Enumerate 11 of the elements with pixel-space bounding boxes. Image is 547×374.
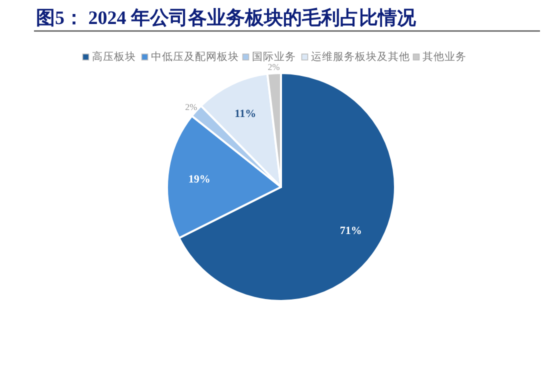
legend-label: 运维服务板块及其他 <box>310 50 410 63</box>
data-label: 19% <box>188 173 210 186</box>
legend-label: 高压板块 <box>92 50 136 63</box>
data-label: 71% <box>340 225 362 238</box>
data-label: 11% <box>234 108 256 120</box>
legend-label: 其他业务 <box>422 50 466 63</box>
legend-label: 国际业务 <box>252 50 296 63</box>
chart-title: 图5： 2024 年公司各业务板块的毛利占比情况 <box>36 7 417 29</box>
data-label: 2% <box>185 102 198 112</box>
legend-label: 中低压及配网板块 <box>150 50 239 63</box>
data-label: 2% <box>268 62 280 72</box>
